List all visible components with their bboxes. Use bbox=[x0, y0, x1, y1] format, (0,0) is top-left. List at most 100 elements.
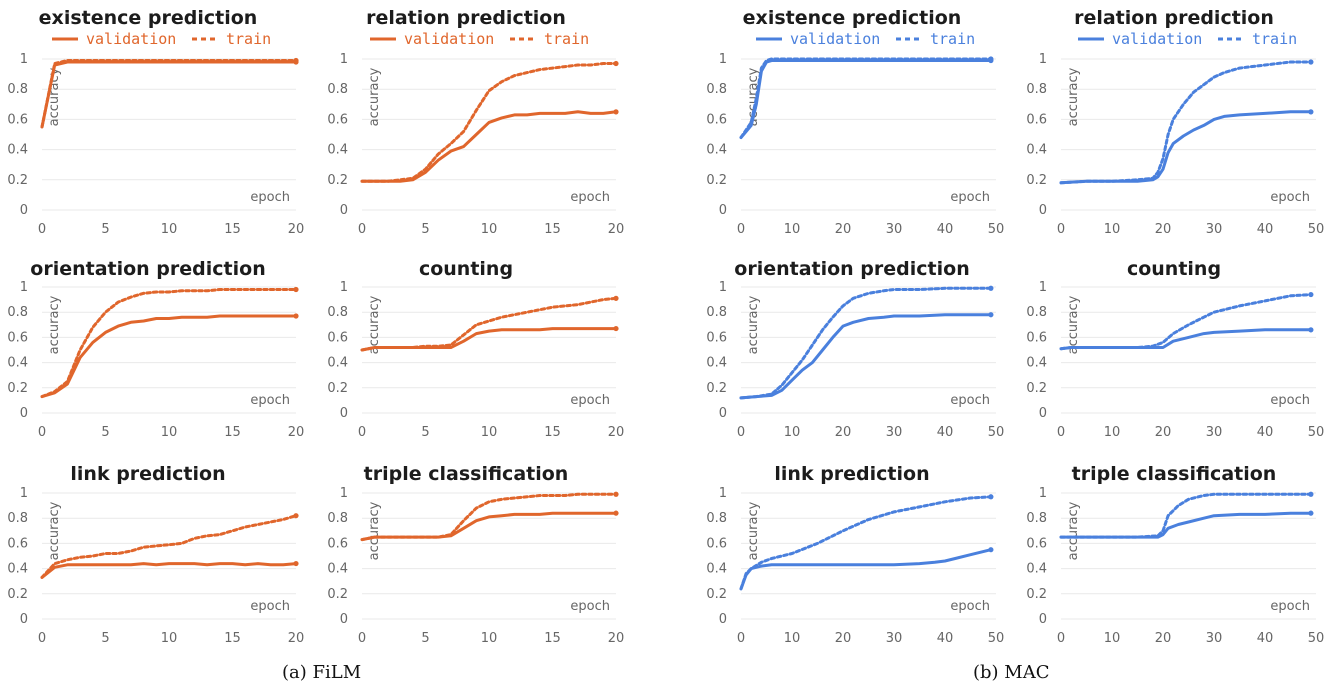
x-tick-label: 50 bbox=[1308, 425, 1325, 440]
legend: validation train bbox=[52, 30, 271, 48]
series-line-validation bbox=[1059, 511, 1313, 539]
legend-label-train: train bbox=[1252, 30, 1297, 48]
x-tick-label: 15 bbox=[224, 425, 241, 440]
y-tick-label: 0.4 bbox=[7, 562, 28, 577]
x-tick-label: 10 bbox=[1104, 425, 1121, 440]
y-tick-label: 1 bbox=[20, 280, 28, 295]
y-tick-label: 0.6 bbox=[7, 330, 28, 345]
x-tick-label: 20 bbox=[608, 222, 625, 237]
x-tick-label: 0 bbox=[38, 631, 46, 646]
x-tick-label: 0 bbox=[358, 631, 366, 646]
x-tick-label: 20 bbox=[835, 631, 852, 646]
series-line-train bbox=[360, 62, 618, 183]
x-axis-label: epoch bbox=[950, 393, 990, 408]
series-end-point-train bbox=[988, 285, 994, 291]
x-tick-label: 30 bbox=[886, 631, 903, 646]
x-axis-label: epoch bbox=[250, 190, 290, 205]
y-tick-label: 0.8 bbox=[327, 305, 348, 320]
y-tick-label: 1 bbox=[719, 486, 727, 501]
series-end-point-train bbox=[1308, 291, 1314, 298]
caption-film: (a) FiLM bbox=[282, 662, 362, 683]
chart-title: counting bbox=[419, 258, 513, 280]
panel-3: 00.20.40.60.810 10 20 30 40 50epochaccuracyre… bbox=[1026, 7, 1324, 237]
x-tick-label: 0 bbox=[38, 222, 46, 237]
x-tick-label: 40 bbox=[1257, 222, 1274, 237]
y-tick-label: 1 bbox=[1039, 280, 1047, 295]
series-line-validation bbox=[1059, 328, 1313, 351]
x-tick-label: 5 bbox=[421, 222, 429, 237]
series-end-point-validation bbox=[613, 510, 619, 516]
y-tick-label: 0.8 bbox=[327, 511, 348, 526]
y-axis-label: accuracy bbox=[47, 295, 62, 354]
series-line-train bbox=[1059, 60, 1313, 185]
x-tick-label: 20 bbox=[608, 631, 625, 646]
series-line-validation bbox=[360, 511, 618, 542]
series-line-train bbox=[739, 286, 993, 400]
x-axis-label: epoch bbox=[570, 393, 610, 408]
y-tick-label: 0.6 bbox=[7, 112, 28, 127]
series-end-point-validation bbox=[988, 312, 994, 318]
x-tick-label: 30 bbox=[1206, 425, 1223, 440]
y-tick-label: 1 bbox=[719, 52, 727, 67]
series-end-point-train bbox=[293, 513, 299, 519]
y-tick-label: 1 bbox=[719, 280, 727, 295]
series-end-point-train bbox=[613, 295, 619, 301]
y-tick-label: 0.6 bbox=[327, 536, 348, 551]
x-axis-label: epoch bbox=[1270, 393, 1310, 408]
x-axis-label: epoch bbox=[950, 190, 990, 205]
y-tick-label: 0 bbox=[340, 406, 348, 421]
y-axis-label: accuracy bbox=[1066, 295, 1081, 354]
panel-7: 00.20.40.60.810 10 20 30 40 50epochaccuracyco… bbox=[1026, 258, 1324, 440]
y-tick-label: 0.4 bbox=[7, 143, 28, 158]
y-axis-label: accuracy bbox=[746, 501, 761, 560]
y-tick-label: 0.2 bbox=[1026, 173, 1047, 188]
legend-label-validation: validation bbox=[86, 30, 176, 48]
y-tick-label: 0.2 bbox=[1026, 587, 1047, 602]
x-tick-label: 15 bbox=[224, 631, 241, 646]
y-tick-label: 1 bbox=[20, 486, 28, 501]
y-tick-label: 0.8 bbox=[7, 305, 28, 320]
y-axis-label: accuracy bbox=[367, 67, 382, 126]
legend: validation train bbox=[756, 30, 975, 48]
series-line-train bbox=[739, 57, 993, 139]
legend-label-train: train bbox=[930, 30, 975, 48]
y-tick-label: 0 bbox=[1039, 203, 1047, 218]
series-end-point-train bbox=[988, 494, 994, 500]
x-tick-label: 10 bbox=[1104, 631, 1121, 646]
panel-11: 00.20.40.60.810 10 20 30 40 50epochaccuracytr… bbox=[1026, 463, 1324, 646]
legend-label-train: train bbox=[544, 30, 589, 48]
series-line-train bbox=[360, 296, 618, 352]
series-end-point-validation bbox=[1308, 327, 1314, 333]
chart-title: orientation prediction bbox=[734, 258, 969, 280]
chart-title: triple classification bbox=[1072, 463, 1277, 485]
y-tick-label: 0.6 bbox=[1026, 330, 1047, 345]
x-axis-label: epoch bbox=[1270, 190, 1310, 205]
series-end-point-train bbox=[1308, 59, 1314, 65]
y-tick-label: 0.2 bbox=[327, 587, 348, 602]
x-axis-label: epoch bbox=[250, 599, 290, 614]
x-axis-label: epoch bbox=[570, 190, 610, 205]
series-end-point-train bbox=[293, 286, 299, 293]
panel-1: 00.20.40.60.810 5 10 15 20epochaccuracyrelat… bbox=[327, 7, 624, 237]
y-tick-label: 0 bbox=[340, 203, 348, 218]
series-line-validation bbox=[739, 548, 993, 591]
y-axis-label: accuracy bbox=[367, 295, 382, 354]
series-line-train bbox=[1059, 293, 1313, 351]
y-tick-label: 0.8 bbox=[327, 82, 348, 97]
x-tick-label: 20 bbox=[1155, 425, 1172, 440]
x-axis-label: epoch bbox=[250, 393, 290, 408]
y-tick-label: 0.2 bbox=[706, 381, 727, 396]
x-tick-label: 10 bbox=[161, 222, 178, 237]
series-line-train bbox=[360, 492, 618, 542]
legend-label-validation: validation bbox=[1112, 30, 1202, 48]
y-tick-label: 0.8 bbox=[1026, 82, 1047, 97]
x-tick-label: 50 bbox=[988, 631, 1005, 646]
x-tick-label: 15 bbox=[544, 631, 561, 646]
y-tick-label: 0.4 bbox=[7, 356, 28, 371]
y-tick-label: 0.6 bbox=[327, 112, 348, 127]
series-end-point-validation bbox=[293, 313, 299, 319]
series-end-point-train bbox=[613, 491, 619, 497]
y-tick-label: 0 bbox=[20, 203, 28, 218]
y-tick-label: 0.4 bbox=[706, 562, 727, 577]
